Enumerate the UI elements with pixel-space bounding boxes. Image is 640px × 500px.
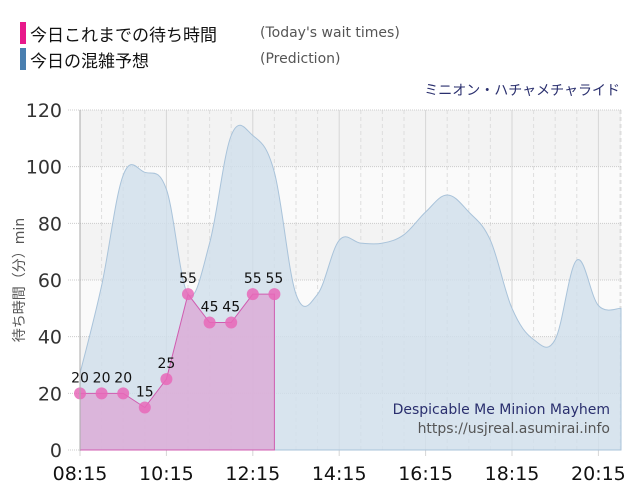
today-data-point[interactable] xyxy=(246,288,259,301)
legend-item-prediction[interactable]: 今日の混雑予想 (Prediction) xyxy=(20,46,400,72)
y-tick-label: 120 xyxy=(26,100,62,122)
legend-swatch-today xyxy=(20,22,26,44)
x-tick-label: 20:15 xyxy=(571,463,626,485)
x-tick-label: 18:15 xyxy=(485,463,540,485)
y-tick-label: 40 xyxy=(38,327,62,349)
data-label: 55 xyxy=(244,271,262,287)
ride-name-en: Despicable Me Minion Mayhem xyxy=(392,402,610,418)
today-data-point[interactable] xyxy=(182,288,194,301)
y-tick-label: 80 xyxy=(38,213,62,235)
legend-sublabel-today: (Today's wait times) xyxy=(260,25,400,41)
x-tick-label: 14:15 xyxy=(312,463,367,485)
legend-swatch-prediction xyxy=(20,48,26,70)
x-axis-ticks: 08:15 10:15 12:15 14:15 16:15 18:15 20:15 xyxy=(53,463,626,485)
data-label: 55 xyxy=(179,271,197,287)
data-label: 20 xyxy=(93,370,111,386)
y-axis-ticks: 0 20 40 60 80 100 120 xyxy=(26,100,62,462)
x-tick-label: 10:15 xyxy=(139,463,194,485)
data-label: 45 xyxy=(201,300,219,316)
x-tick-label: 08:15 xyxy=(53,463,108,485)
today-data-point[interactable] xyxy=(268,288,281,301)
y-axis-label: 待ち時間（分）min xyxy=(12,218,28,342)
chart-title: ミニオン・ハチャメチャライド xyxy=(424,83,620,99)
data-label: 45 xyxy=(222,300,240,316)
today-data-point[interactable] xyxy=(117,387,130,400)
today-points xyxy=(74,288,281,414)
y-tick-label: 20 xyxy=(38,383,62,405)
data-label: 25 xyxy=(157,356,175,372)
legend: 今日これまでの待ち時間 (Today's wait times) 今日の混雑予想… xyxy=(20,20,400,72)
today-data-point[interactable] xyxy=(138,401,151,414)
today-data-point[interactable] xyxy=(225,316,238,329)
today-data-point[interactable] xyxy=(160,373,173,386)
y-tick-label: 100 xyxy=(26,157,62,179)
watermark: Despicable Me Minion Mayhem https://usjr… xyxy=(393,402,610,437)
data-label: 20 xyxy=(114,370,132,386)
legend-label-today: 今日これまでの待ち時間 xyxy=(30,25,217,46)
data-label: 55 xyxy=(265,271,283,287)
legend-sublabel-prediction: (Prediction) xyxy=(260,51,341,67)
legend-label-prediction: 今日の混雑予想 xyxy=(30,51,149,72)
x-tick-label: 16:15 xyxy=(398,463,453,485)
legend-item-today[interactable]: 今日これまでの待ち時間 (Today's wait times) xyxy=(20,20,400,46)
x-tick-label: 12:15 xyxy=(225,463,280,485)
today-data-point[interactable] xyxy=(203,316,216,329)
y-tick-label: 0 xyxy=(50,440,62,462)
y-tick-label: 60 xyxy=(38,270,62,292)
source-url[interactable]: https://usjreal.asumirai.info xyxy=(417,421,610,437)
today-data-point[interactable] xyxy=(95,387,108,400)
data-label: 15 xyxy=(136,385,154,401)
